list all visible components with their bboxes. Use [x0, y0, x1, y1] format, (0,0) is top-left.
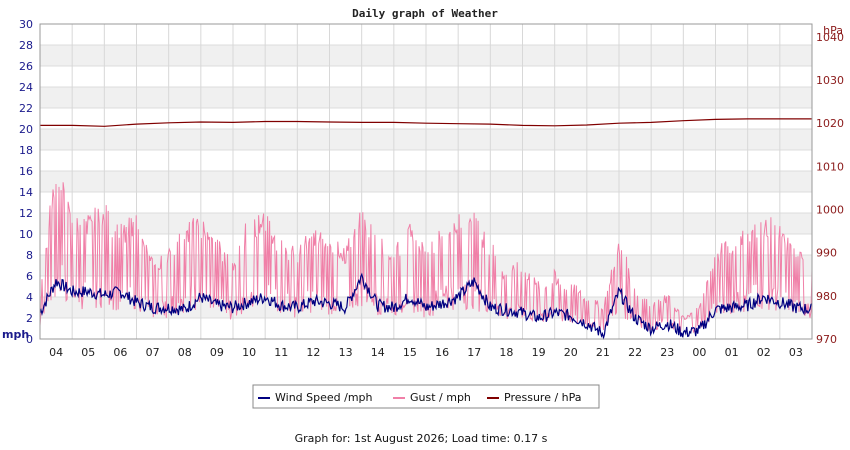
left-tick-label: 22: [19, 102, 33, 115]
right-tick-label: 1030: [816, 74, 844, 87]
x-tick-label: 14: [371, 346, 385, 359]
x-tick-label: 19: [532, 346, 546, 359]
x-tick-label: 11: [274, 346, 288, 359]
left-tick-label: 20: [19, 123, 33, 136]
x-tick-label: 07: [146, 346, 160, 359]
x-tick-label: 16: [435, 346, 449, 359]
chart-title: Daily graph of Weather: [352, 7, 498, 20]
x-tick-label: 06: [113, 346, 127, 359]
left-tick-label: 8: [26, 249, 33, 262]
x-tick-label: 01: [725, 346, 739, 359]
x-tick-label: 09: [210, 346, 224, 359]
right-tick-label: 990: [816, 247, 837, 260]
x-tick-label: 21: [596, 346, 610, 359]
x-tick-label: 12: [306, 346, 320, 359]
legend-label: Wind Speed /mph: [275, 391, 373, 404]
x-tick-label: 15: [403, 346, 417, 359]
legend-label: Gust / mph: [410, 391, 471, 404]
x-tick-label: 20: [564, 346, 578, 359]
x-tick-label: 05: [81, 346, 95, 359]
legend-label: Pressure / hPa: [504, 391, 582, 404]
x-tick-label: 23: [660, 346, 674, 359]
left-tick-label: 24: [19, 81, 33, 94]
right-axis-unit: hPa: [823, 24, 843, 37]
right-tick-label: 1020: [816, 117, 844, 130]
series-line-pressure: [40, 118, 812, 127]
x-tick-label: 04: [49, 346, 63, 359]
series-lines: [39, 118, 813, 341]
right-tick-label: 970: [816, 333, 837, 346]
right-tick-label: 1040: [816, 31, 844, 44]
x-tick-label: 08: [178, 346, 192, 359]
left-tick-label: 2: [26, 312, 33, 325]
x-tick-label: 17: [467, 346, 481, 359]
x-tick-label: 03: [789, 346, 803, 359]
axes: 0246810121416182022242628309709809901000…: [19, 18, 844, 359]
left-tick-label: 18: [19, 144, 33, 157]
series-line-wind: [39, 272, 813, 341]
left-tick-label: 12: [19, 207, 33, 220]
left-tick-label: 4: [26, 291, 33, 304]
right-tick-label: 980: [816, 290, 837, 303]
left-tick-label: 26: [19, 60, 33, 73]
left-tick-label: 30: [19, 18, 33, 31]
left-tick-label: 28: [19, 39, 33, 52]
left-tick-label: 16: [19, 165, 33, 178]
left-tick-label: 0: [26, 333, 33, 346]
plot-border: [39, 23, 813, 340]
x-tick-label: 00: [692, 346, 706, 359]
x-tick-label: 22: [628, 346, 642, 359]
right-tick-label: 1000: [816, 204, 844, 217]
x-tick-label: 10: [242, 346, 256, 359]
footer-text: Graph for: 1st August 2026; Load time: 0…: [295, 432, 548, 445]
left-axis-unit: mph: [2, 328, 29, 341]
x-tick-label: 02: [757, 346, 771, 359]
left-tick-label: 10: [19, 228, 33, 241]
x-tick-label: 13: [339, 346, 353, 359]
legend: Wind Speed /mph Gust / mph Pressure / hPa: [252, 384, 600, 409]
left-tick-label: 6: [26, 270, 33, 283]
x-tick-label: 18: [499, 346, 513, 359]
legend-box: [252, 384, 600, 409]
right-tick-label: 1010: [816, 160, 844, 173]
left-tick-label: 14: [19, 186, 33, 199]
